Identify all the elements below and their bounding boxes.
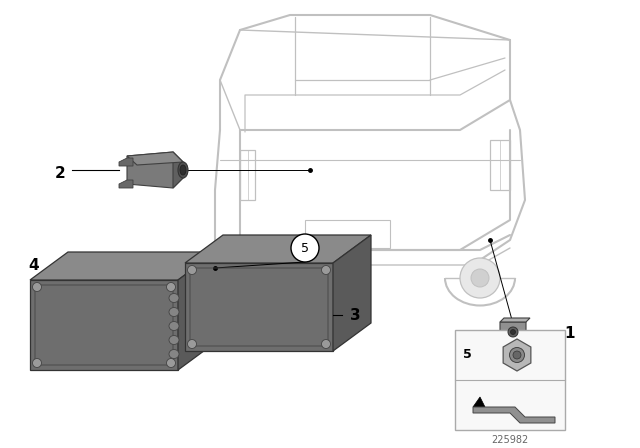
Ellipse shape: [511, 329, 515, 335]
Circle shape: [460, 258, 500, 298]
FancyBboxPatch shape: [455, 330, 565, 430]
Polygon shape: [473, 397, 485, 407]
Circle shape: [166, 358, 175, 367]
Polygon shape: [127, 152, 183, 165]
Ellipse shape: [169, 336, 179, 345]
Ellipse shape: [180, 165, 186, 175]
Circle shape: [188, 340, 196, 349]
Ellipse shape: [169, 349, 179, 358]
Circle shape: [33, 283, 42, 292]
Text: 5: 5: [463, 348, 472, 361]
Polygon shape: [500, 318, 530, 322]
Ellipse shape: [169, 322, 179, 331]
Circle shape: [33, 358, 42, 367]
Polygon shape: [119, 180, 133, 188]
Circle shape: [471, 269, 489, 287]
Text: 2: 2: [54, 165, 65, 181]
Circle shape: [291, 234, 319, 262]
Text: 225982: 225982: [492, 435, 529, 445]
Polygon shape: [119, 158, 133, 166]
Polygon shape: [185, 263, 333, 351]
Circle shape: [166, 283, 175, 292]
Text: 1: 1: [564, 326, 575, 340]
Circle shape: [509, 348, 525, 362]
Circle shape: [248, 280, 268, 300]
Circle shape: [321, 340, 330, 349]
Ellipse shape: [178, 162, 188, 178]
Text: 5: 5: [301, 241, 309, 254]
Polygon shape: [30, 280, 178, 370]
Polygon shape: [473, 407, 555, 423]
Circle shape: [236, 268, 280, 312]
Circle shape: [188, 266, 196, 275]
Polygon shape: [30, 252, 216, 280]
Polygon shape: [178, 252, 216, 370]
Polygon shape: [173, 152, 183, 188]
Text: 3: 3: [349, 307, 360, 323]
Circle shape: [513, 351, 521, 359]
Ellipse shape: [169, 307, 179, 316]
Polygon shape: [503, 339, 531, 371]
Polygon shape: [333, 235, 371, 351]
Ellipse shape: [169, 293, 179, 302]
Polygon shape: [127, 152, 183, 188]
Circle shape: [321, 266, 330, 275]
Text: 4: 4: [29, 258, 39, 272]
Polygon shape: [500, 322, 526, 354]
Ellipse shape: [508, 327, 518, 337]
Polygon shape: [185, 235, 371, 263]
